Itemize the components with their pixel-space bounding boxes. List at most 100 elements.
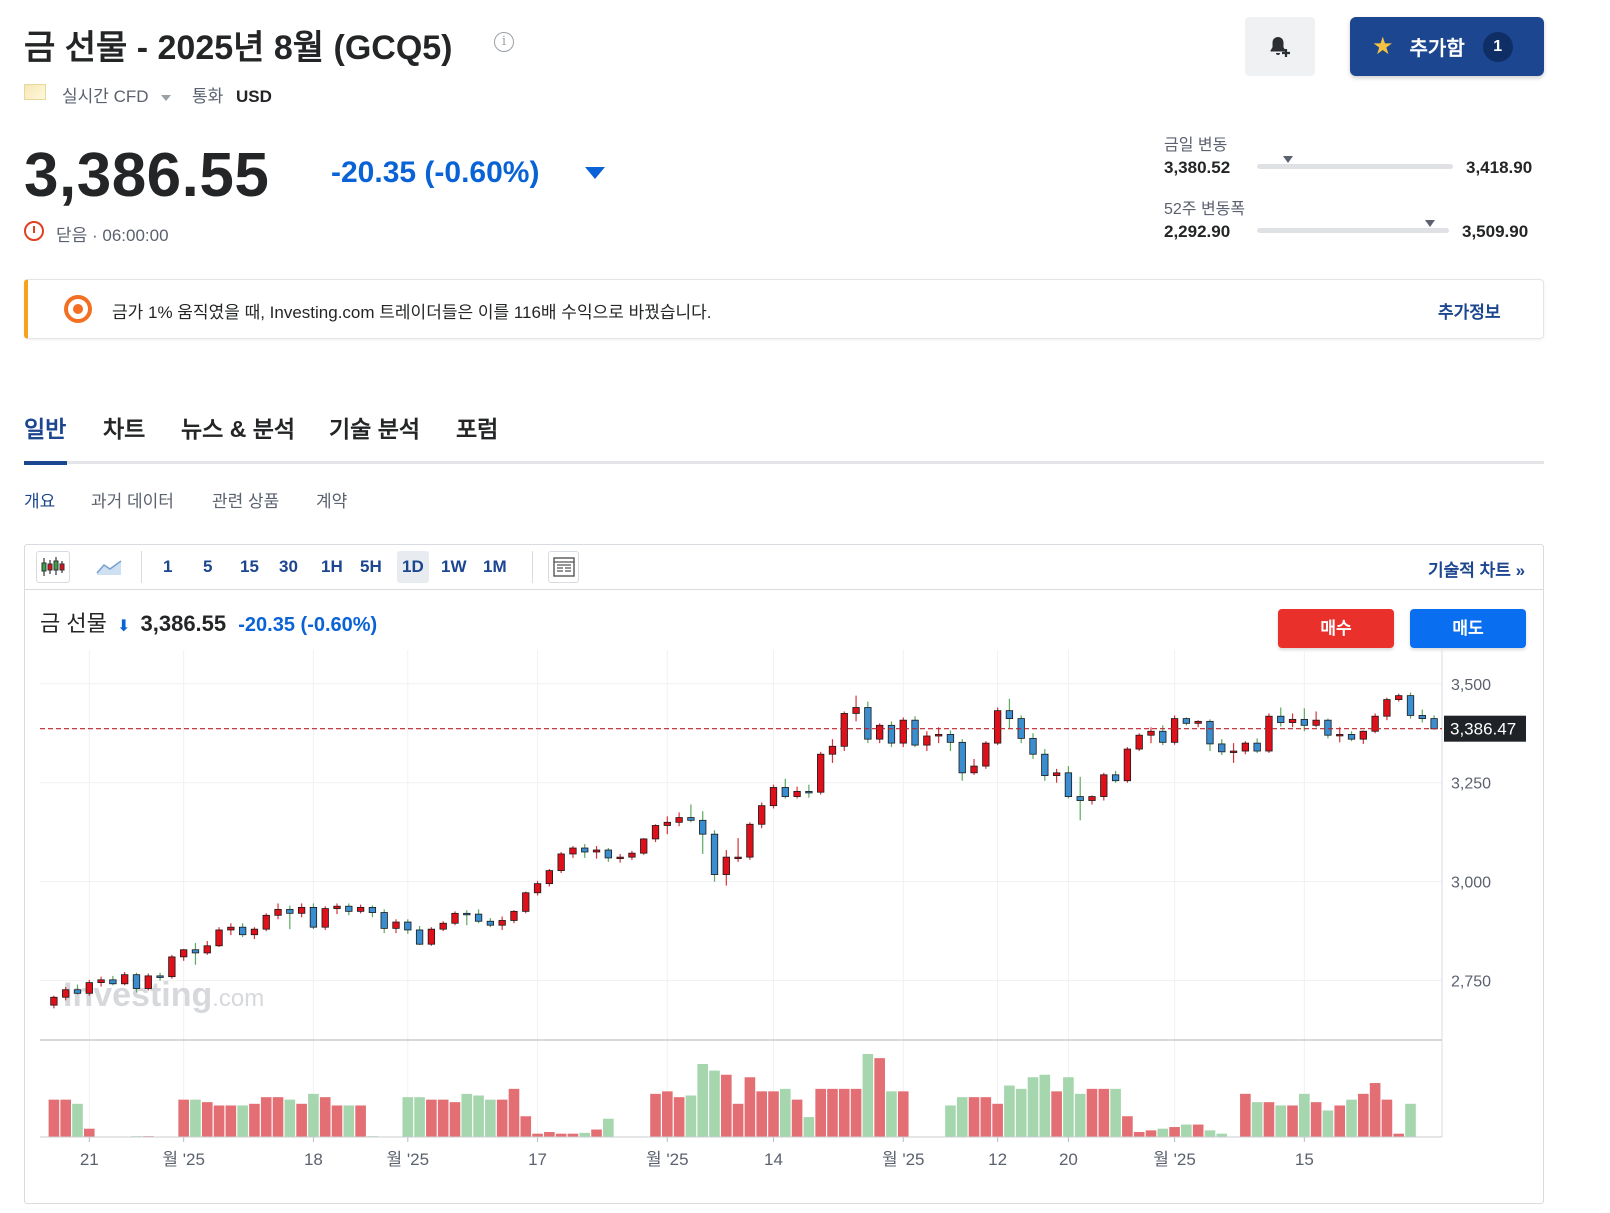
candle-body	[168, 956, 176, 978]
candle-body	[663, 821, 671, 826]
volume-bar	[956, 1097, 968, 1137]
tab-forum[interactable]: 포럼	[456, 416, 499, 442]
x-tick-label: 17	[528, 1150, 547, 1169]
y-tick-label: 3,500	[1451, 677, 1491, 694]
volume-bar	[992, 1103, 1003, 1137]
candle-body	[628, 852, 636, 858]
candle-body	[50, 996, 58, 1006]
promo-banner: 금가 1% 움직였을 때, Investing.com 트레이더들은 이를 11…	[24, 279, 1544, 339]
price-chart[interactable]: Investing.com 21 월 '25 18 월 '25 17 월 '25 14 월 '…	[25, 590, 1543, 1203]
candle-body	[982, 742, 990, 767]
timeframe-1[interactable]: 1	[163, 557, 173, 576]
week52-range-marker	[1424, 220, 1435, 227]
volume-bar	[709, 1070, 720, 1137]
y-tick-label: 3,000	[1451, 875, 1491, 892]
currency-info: 통화 USD	[192, 82, 272, 107]
volume-bar	[201, 1102, 213, 1137]
technical-chart-link[interactable]: 기술적 차트 »	[1428, 561, 1526, 580]
candle-body	[1170, 718, 1179, 743]
subtab-contract[interactable]: 계약	[316, 492, 348, 511]
candle-body	[474, 913, 483, 922]
subtab-summary[interactable]: 개요	[24, 492, 56, 511]
timeframe-1m[interactable]: 1M	[483, 557, 507, 576]
timeframe-15[interactable]: 15	[240, 557, 259, 576]
candle-body	[180, 949, 188, 958]
timeframe-5h[interactable]: 5H	[360, 557, 382, 576]
candle-body	[864, 707, 872, 740]
volume-bar	[1216, 1133, 1228, 1137]
last-price-label: 3,386.47	[1450, 720, 1516, 739]
volume-bar	[237, 1105, 248, 1137]
data-source-selector[interactable]: 실시간 CFD	[62, 82, 172, 107]
chart-grid	[40, 650, 1442, 1137]
tab-chart[interactable]: 차트	[103, 416, 146, 442]
volume-bar	[1145, 1130, 1157, 1137]
candle-body	[710, 833, 719, 875]
volume-bar	[355, 1105, 366, 1137]
subtab-related[interactable]: 관련 상품	[212, 492, 280, 511]
x-tick-label: 월 '25	[162, 1150, 205, 1169]
candle-body	[923, 735, 931, 746]
candle-body	[687, 817, 695, 821]
timeframe-1w[interactable]: 1W	[441, 557, 467, 576]
candle-body	[899, 719, 907, 744]
layout-button[interactable]	[548, 551, 579, 583]
tab-technical[interactable]: 기술 분석	[329, 416, 421, 442]
subtab-historical-data[interactable]: 과거 데이터	[91, 492, 174, 511]
week52-range-bar	[1257, 220, 1449, 233]
area-chart-button[interactable]	[92, 553, 126, 581]
candle-body	[1371, 715, 1379, 732]
candle-body	[946, 734, 955, 743]
add-to-watchlist-button[interactable]: ★ 추가함 1	[1350, 17, 1544, 76]
candle-body	[191, 949, 200, 954]
price-alert-button[interactable]	[1245, 17, 1315, 76]
volume-bar	[579, 1132, 591, 1137]
volume-bar	[178, 1099, 189, 1137]
promo-text: 금가 1% 움직였을 때, Investing.com 트레이더들은 이를 11…	[112, 303, 712, 322]
sell-button[interactable]: 매도	[1410, 609, 1526, 648]
tab-overview[interactable]: 일반	[24, 416, 67, 442]
candle-body	[993, 710, 1002, 744]
volume-bar	[591, 1129, 602, 1137]
timeframe-1d[interactable]: 1D	[397, 551, 429, 583]
timeframe-5[interactable]: 5	[203, 557, 213, 576]
x-tick-label: 15	[1295, 1150, 1314, 1169]
candlestick-chart-button[interactable]	[36, 551, 70, 583]
legend-price: 3,386.55	[140, 611, 227, 636]
candle-body	[1111, 774, 1120, 782]
timeframe-1h[interactable]: 1H	[321, 557, 343, 576]
info-icon[interactable]: i	[494, 32, 514, 52]
buy-button[interactable]: 매수	[1278, 609, 1394, 648]
volume-bar	[83, 1128, 95, 1137]
volume-bar	[862, 1054, 874, 1137]
candle-body	[640, 838, 648, 854]
volume-bar	[308, 1093, 319, 1137]
volume-bar	[744, 1077, 756, 1137]
volume-bar	[1263, 1102, 1275, 1137]
candle-body	[1194, 720, 1202, 724]
candle-body	[734, 856, 742, 860]
chart-axes: 21 월 '25 18 월 '25 17 월 '25 14 월 '25 12 20 월 '25 15 3…	[40, 650, 1526, 1169]
volume-bar	[213, 1105, 225, 1137]
volume-bar	[437, 1099, 449, 1137]
volume-bar	[968, 1097, 980, 1137]
candle-body	[392, 921, 400, 929]
volume-bar	[331, 1105, 343, 1137]
tab-news-analysis[interactable]: 뉴스 & 분석	[181, 416, 296, 442]
volume-bar	[1110, 1088, 1121, 1137]
candle-body	[781, 787, 789, 797]
chart-toolbar	[25, 545, 1543, 590]
candle-body	[557, 853, 565, 871]
volume-bar	[60, 1099, 72, 1137]
tab-active-indicator	[24, 461, 67, 465]
area-chart-icon	[96, 560, 122, 575]
last-price-tag	[1444, 715, 1526, 742]
volume-bar	[791, 1099, 803, 1137]
volume-bar	[249, 1103, 260, 1137]
candle-body	[238, 926, 247, 936]
timeframe-30[interactable]: 30	[279, 557, 298, 576]
price-change: -20.35 (-0.60%)	[331, 156, 540, 189]
candlesticks	[50, 692, 1438, 1009]
week52-range-label: 52주 변동폭	[1164, 201, 1246, 218]
promo-more-link[interactable]: 추가정보	[1438, 303, 1501, 322]
